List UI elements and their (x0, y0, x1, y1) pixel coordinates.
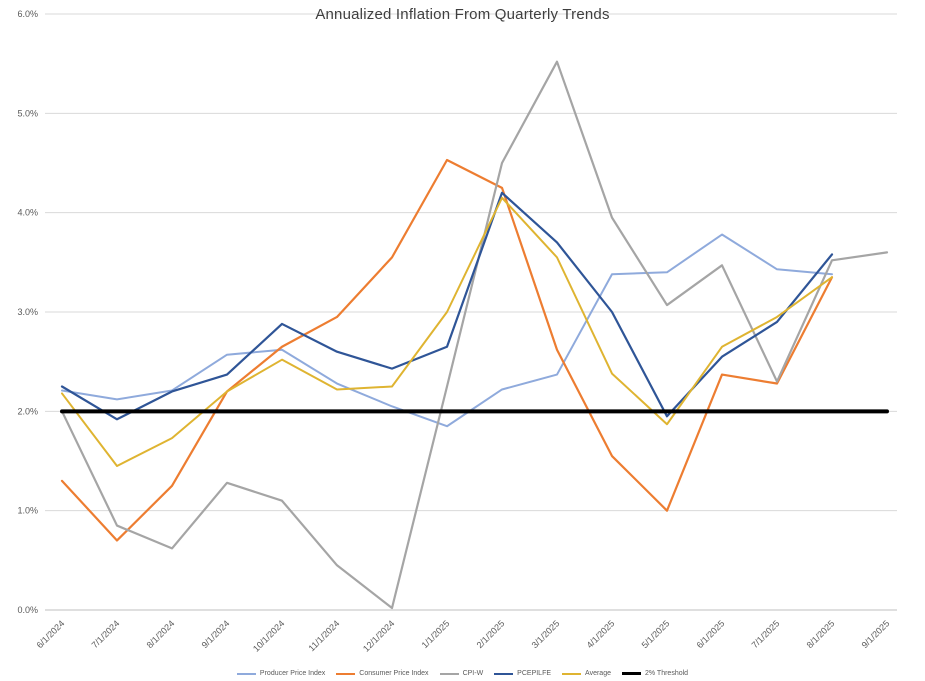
x-axis-tick-label: 1/1/2025 (420, 618, 452, 650)
legend-line-swatch (494, 672, 514, 675)
y-axis-tick-label: 6.0% (17, 9, 38, 19)
series-line-average (61, 196, 833, 467)
x-axis-labels: 6/1/2024 7/1/2024 8/1/2024 9/1/2024 10/1/202… (35, 618, 892, 653)
chart-title: Annualized Inflation From Quarterly Tren… (315, 6, 610, 23)
series-line-pcepilfe (60, 191, 834, 421)
x-axis-tick-label: 10/1/2024 (251, 618, 286, 653)
legend-label: 2% Threshold (644, 670, 689, 677)
y-axis-tick-label: 2.0% (17, 406, 38, 416)
legend-item-producer-price-index: Producer Price Index (236, 670, 326, 677)
x-axis-tick-label: 6/1/2025 (695, 618, 727, 650)
y-axis-tick-label: 1.0% (17, 506, 38, 516)
x-axis-tick-label: 7/1/2025 (750, 618, 782, 650)
legend-label: Producer Price Index (259, 670, 326, 677)
legend-line-swatch (562, 672, 582, 675)
x-axis-tick-label: 2/1/2025 (475, 618, 507, 650)
legend-item-2-threshold: 2% Threshold (621, 670, 689, 677)
legend-label: Average (585, 670, 611, 677)
plot-area: 0.0% 1.0% 2.0% 3.0% 4.0% 5.0% 6.0% 6/1/2024 7/1/… (17, 9, 897, 654)
x-axis-tick-label: 12/1/2024 (361, 618, 396, 653)
gridlines (45, 13, 897, 611)
series-line-producer-price-index (61, 233, 833, 428)
y-axis-tick-label: 4.0% (17, 208, 38, 218)
series-line-consumer-price-index (60, 158, 834, 542)
legend-item-pcepilfe: PCEPILFE (494, 670, 551, 677)
legend-item-cpi-w: CPI-W (439, 670, 484, 677)
legend-item-average: Average (562, 670, 611, 677)
x-axis-tick-label: 5/1/2025 (640, 618, 672, 650)
x-axis-tick-label: 4/1/2025 (585, 618, 617, 650)
x-axis-tick-label: 6/1/2024 (35, 618, 67, 650)
y-axis-tick-label: 3.0% (17, 307, 38, 317)
legend-label: Consumer Price Index (359, 670, 429, 677)
legend-line-swatch (621, 672, 641, 675)
legend-line-swatch (439, 672, 459, 675)
legend-label: PCEPILFE (517, 670, 552, 677)
y-axis-tick-label: 5.0% (17, 108, 38, 118)
x-axis-tick-label: 11/1/2024 (307, 618, 342, 653)
legend: Producer Price Index Consumer Price Index… (0, 670, 925, 677)
x-axis-tick-label: 9/1/2025 (860, 618, 892, 650)
x-axis-tick-label: 7/1/2024 (90, 618, 122, 650)
y-axis-labels: 0.0% 1.0% 2.0% 3.0% 4.0% 5.0% 6.0% (17, 9, 38, 615)
legend-label: CPI-W (462, 670, 484, 677)
x-axis-tick-label: 9/1/2024 (200, 618, 232, 650)
y-axis-tick-label: 0.0% (17, 605, 38, 615)
x-axis-tick-label: 8/1/2024 (145, 618, 177, 650)
x-axis-tick-label: 8/1/2025 (805, 618, 837, 650)
legend-item-consumer-price-index: Consumer Price Index (336, 670, 429, 677)
series-line-cpi-w (60, 60, 889, 610)
legend-line-swatch (336, 672, 356, 675)
x-axis-tick-label: 3/1/2025 (530, 618, 562, 650)
legend-line-swatch (236, 672, 256, 675)
